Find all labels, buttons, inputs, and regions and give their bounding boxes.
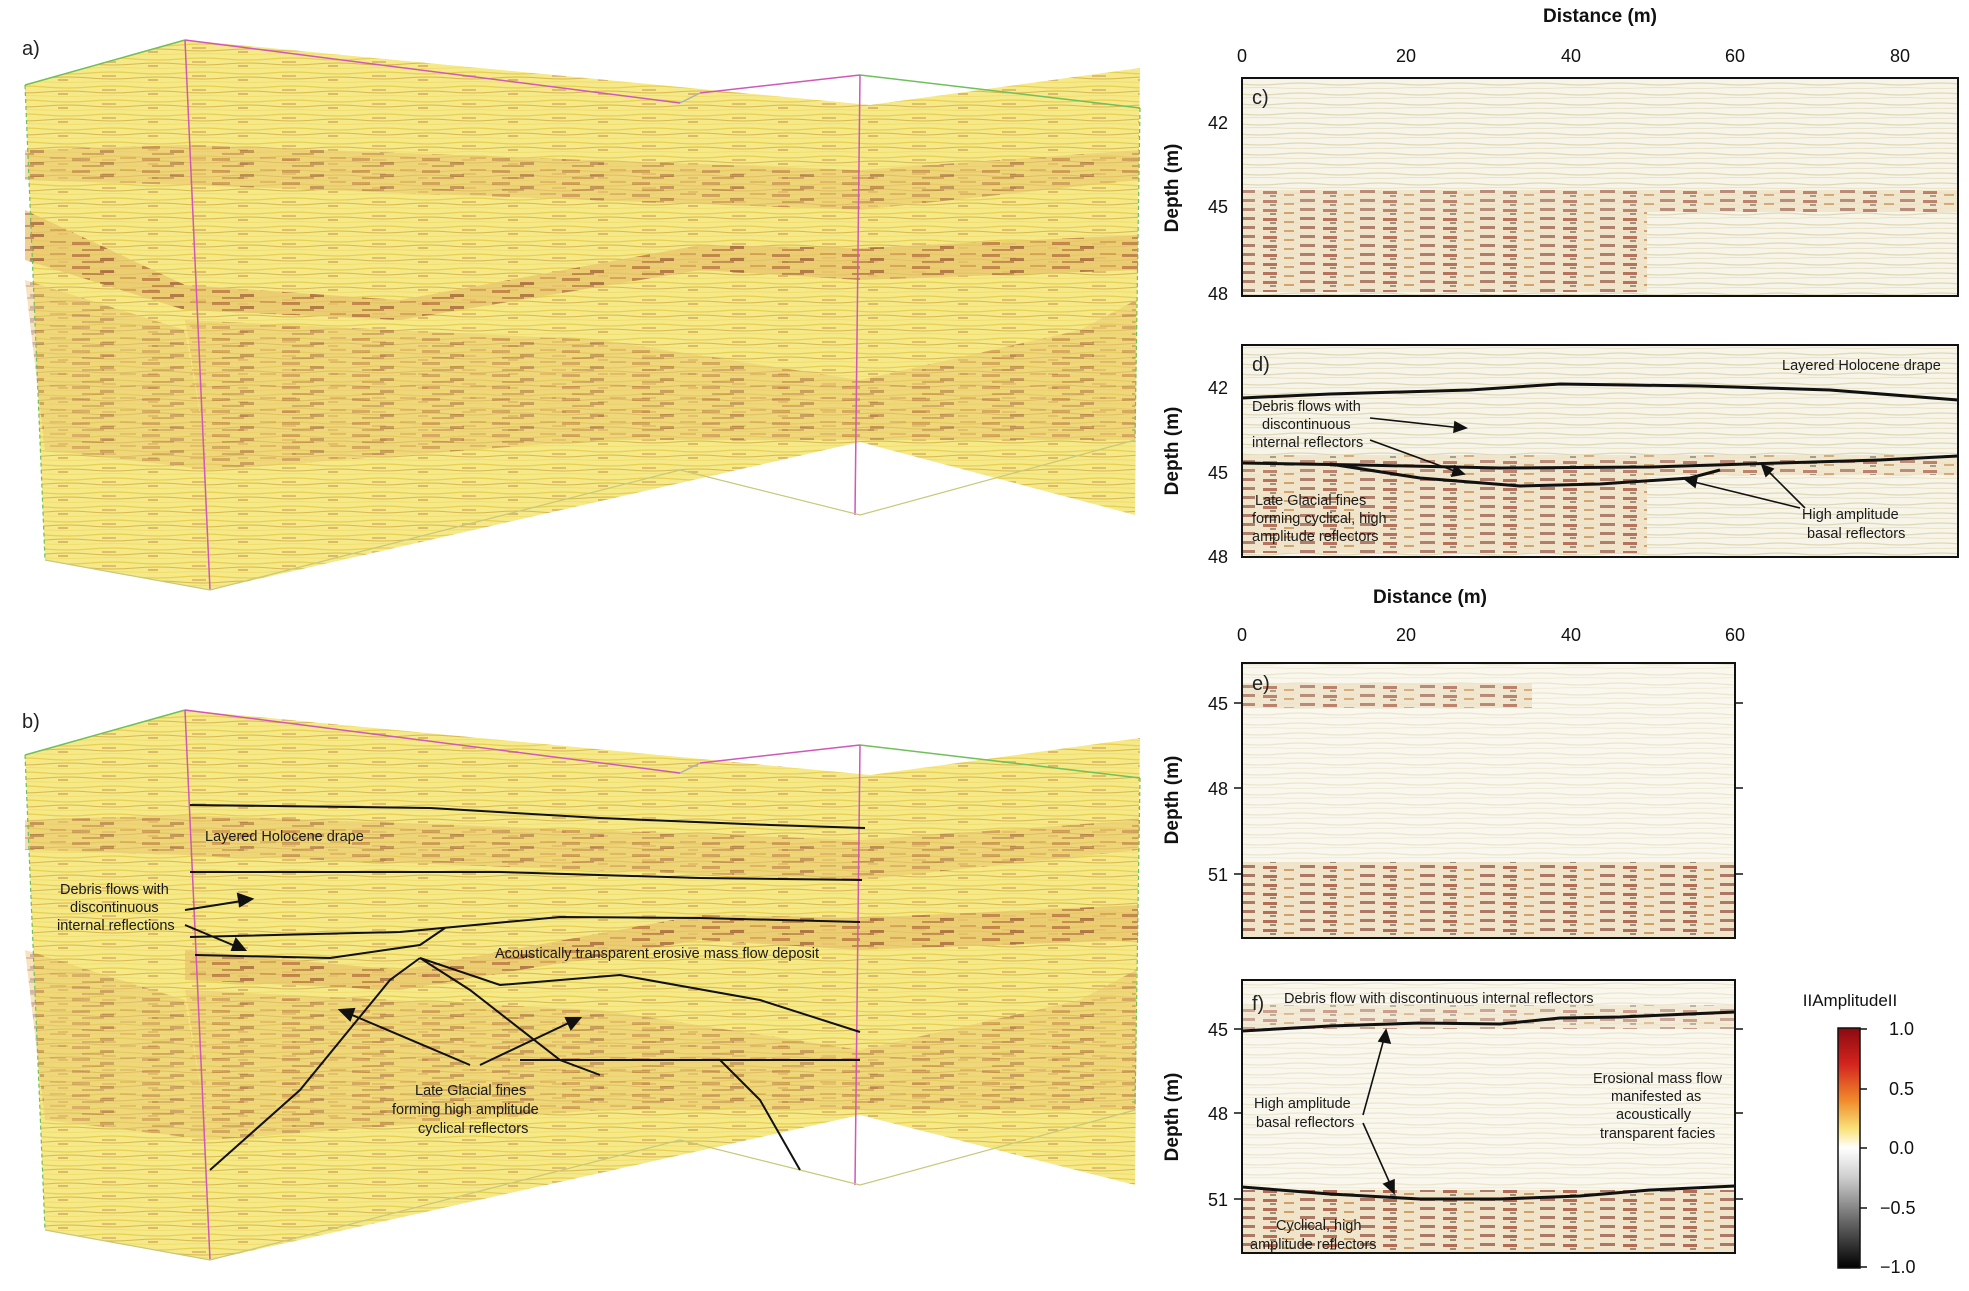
panel-c-y-tick-48: 48 [1208, 284, 1228, 304]
bottom-x-axis-title: Distance (m) [1373, 587, 1487, 608]
panel-d-profile: d) Layered Holocene drape Debris flows w… [1162, 344, 1959, 567]
panel-f-arrows [1362, 1028, 1395, 1195]
panel-d-label: d) [1252, 354, 1270, 376]
colorbar-tick-neg-0-5: −0.5 [1880, 1198, 1916, 1218]
bottom-x-tick-60: 60 [1725, 625, 1745, 645]
amplitude-colorbar: IIAmplitudeII 1.0 0.5 0.0 −0.5 −1.0 [1803, 991, 1916, 1277]
panel-d-y-tick-45: 45 [1208, 463, 1228, 483]
panel-f-basal-line-1: High amplitude [1254, 1096, 1351, 1112]
top-x-tick-80: 80 [1890, 46, 1910, 66]
panel-d-late-glacial-line-2: forming cyclical, high [1252, 511, 1387, 527]
panel-a-fence-diagram: a) [22, 38, 1141, 591]
panel-c-profile: c) 42 45 48 Depth (m) [1162, 77, 1959, 304]
panel-d-debris-line-2: discontinuous [1262, 417, 1351, 433]
panel-b-debris-line-3: internal reflections [57, 918, 175, 934]
panel-f-y-tick-48: 48 [1208, 1104, 1228, 1124]
panel-f-label: f) [1252, 993, 1264, 1015]
panel-e-label: e) [1252, 673, 1270, 695]
panel-d-basal-line-2: basal reflectors [1807, 526, 1905, 542]
panel-f-cyclical-line-1: Cyclical, high [1276, 1218, 1361, 1234]
panel-b-debris-line-1: Debris flows with [60, 882, 169, 898]
panel-b-holocene-drape-label: Layered Holocene drape [205, 829, 364, 845]
panel-b-label: b) [22, 711, 40, 733]
panel-d-y-tick-48: 48 [1208, 547, 1228, 567]
bottom-x-tick-40: 40 [1561, 625, 1581, 645]
panel-f-profile: f) Debris flow with discontinuous intern… [1162, 979, 1743, 1254]
panel-d-horizons [1241, 382, 1959, 488]
panel-d-arrows [1369, 417, 1806, 509]
panel-c-y-axis-title: Depth (m) [1162, 144, 1183, 233]
top-x-axis-title: Distance (m) [1543, 6, 1657, 27]
panel-f-y-tick-51: 51 [1208, 1190, 1228, 1210]
panel-e-y-tick-51: 51 [1208, 865, 1228, 885]
panel-b-late-glacial-line-1: Late Glacial fines [415, 1083, 526, 1099]
panel-d-holocene-label: Layered Holocene drape [1782, 358, 1941, 374]
panel-f-ticks [1234, 1028, 1743, 1200]
bottom-x-tick-20: 20 [1396, 625, 1416, 645]
panel-b-late-glacial-line-2: forming high amplitude [392, 1102, 539, 1118]
panel-c-y-tick-42: 42 [1208, 113, 1228, 133]
panel-f-y-axis-title: Depth (m) [1162, 1073, 1183, 1162]
panel-d-late-glacial-line-3: amplitude reflectors [1252, 529, 1379, 545]
bottom-x-axis: Distance (m) 0 20 40 60 [1237, 587, 1745, 645]
panel-b-interpreted-fence: Layered Holocene drape Debris flows with… [22, 709, 1141, 1261]
colorbar-tick-0-5: 0.5 [1889, 1079, 1914, 1099]
panel-b-debris-line-2: discontinuous [70, 900, 159, 916]
panel-f-basal-line-2: basal reflectors [1256, 1115, 1354, 1131]
panel-f-erosional-line-2: manifested as [1611, 1089, 1701, 1105]
panel-f-cyclical-line-2: amplitude reflectors [1250, 1237, 1377, 1253]
panel-f-erosional-line-1: Erosional mass flow [1593, 1071, 1722, 1087]
panel-d-debris-line-1: Debris flows with [1252, 399, 1361, 415]
panel-e-y-tick-48: 48 [1208, 779, 1228, 799]
panel-f-erosional-line-3: acoustically [1616, 1107, 1692, 1123]
bottom-x-tick-0: 0 [1237, 625, 1247, 645]
panel-a-label: a) [22, 38, 40, 60]
panel-d-late-glacial-line-1: Late Glacial fines [1255, 493, 1366, 509]
colorbar-tick-neg-1: −1.0 [1880, 1257, 1916, 1277]
panel-b-interpretation-lines [189, 804, 866, 1171]
panel-f-erosional-line-4: transparent facies [1600, 1126, 1715, 1142]
panel-d-basal-line-1: High amplitude [1802, 507, 1899, 523]
panel-e-profile: e) 45 48 51 Depth (m) [1162, 662, 1743, 939]
panel-f-y-tick-45: 45 [1208, 1020, 1228, 1040]
top-x-tick-0: 0 [1237, 46, 1247, 66]
colorbar-tick-0: 0.0 [1889, 1138, 1914, 1158]
panel-c-label: c) [1252, 87, 1269, 109]
panel-b-transparent-deposit-label: Acoustically transparent erosive mass fl… [495, 946, 819, 962]
panel-e-ticks [1234, 702, 1743, 875]
top-x-tick-60: 60 [1725, 46, 1745, 66]
top-x-axis: Distance (m) 0 20 40 60 80 [1237, 6, 1910, 66]
panel-b-arrows [184, 892, 583, 1066]
panel-d-debris-line-3: internal reflectors [1252, 435, 1363, 451]
panel-e-y-axis-title: Depth (m) [1162, 756, 1183, 845]
colorbar-title: IIAmplitudeII [1803, 991, 1898, 1010]
top-x-tick-40: 40 [1561, 46, 1581, 66]
panel-f-debris-label: Debris flow with discontinuous internal … [1284, 991, 1593, 1007]
panel-d-y-tick-42: 42 [1208, 378, 1228, 398]
panel-f-horizons [1241, 1010, 1736, 1201]
panel-e-y-tick-45: 45 [1208, 694, 1228, 714]
colorbar-tick-1: 1.0 [1889, 1019, 1914, 1039]
panel-b-late-glacial-line-3: cyclical reflectors [418, 1121, 528, 1137]
panel-d-y-axis-title: Depth (m) [1162, 407, 1183, 496]
top-x-tick-20: 20 [1396, 46, 1416, 66]
panel-c-y-tick-45: 45 [1208, 197, 1228, 217]
